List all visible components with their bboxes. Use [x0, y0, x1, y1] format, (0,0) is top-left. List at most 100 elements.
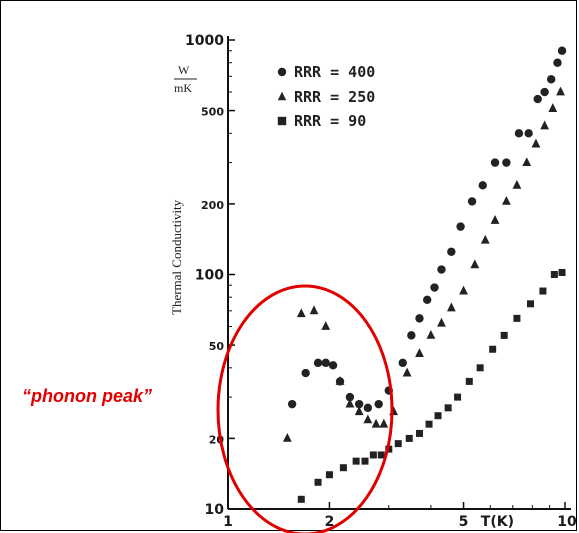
data-point-square — [352, 457, 360, 465]
legend-label: RRR = 400 — [294, 63, 375, 81]
data-point-triangle — [309, 305, 319, 315]
data-point-square — [377, 451, 385, 459]
data-point-triangle — [437, 317, 446, 327]
y-tick-label: 500 — [201, 106, 224, 119]
data-point-triangle — [402, 367, 412, 377]
data-point-square — [361, 457, 369, 465]
data-point-triangle — [321, 321, 331, 330]
data-point-triangle — [296, 308, 306, 318]
data-point-circle — [301, 368, 310, 378]
data-point-circle — [313, 358, 323, 368]
data-points — [282, 46, 567, 503]
y-tick-label: 50 — [209, 340, 225, 353]
data-point-square — [297, 495, 305, 503]
legend-label: RRR = 250 — [294, 88, 375, 106]
data-point-circle — [490, 158, 500, 167]
data-point-circle — [437, 265, 446, 274]
phonon-peak-highlight-ellipse — [216, 284, 394, 533]
data-point-triangle — [363, 414, 373, 424]
y-unit-numerator: W — [178, 63, 190, 77]
phonon-peak-annotation: “phonon peak” — [22, 386, 152, 406]
legend-marker-triangle — [277, 91, 287, 101]
data-point-square — [325, 471, 333, 479]
axes — [227, 36, 571, 510]
y-tick-label: 100 — [195, 268, 224, 284]
data-point-square — [434, 412, 442, 420]
data-point-circle — [456, 222, 465, 231]
data-point-square — [454, 393, 462, 401]
data-point-circle — [328, 361, 338, 370]
x-tick-label: 5 — [459, 514, 469, 530]
data-point-triangle — [531, 138, 541, 148]
data-point-circle — [514, 129, 524, 138]
x-tick-label: T(K) — [481, 514, 514, 530]
data-point-triangle — [459, 285, 468, 295]
x-tick-label: 2 — [325, 514, 335, 530]
data-point-square — [339, 464, 347, 472]
data-point-triangle — [490, 215, 500, 224]
data-point-square — [476, 364, 484, 372]
data-point-triangle — [556, 86, 565, 96]
data-point-triangle — [345, 398, 355, 408]
data-point-circle — [447, 247, 456, 256]
data-point-triangle — [548, 103, 558, 112]
data-point-square — [465, 377, 473, 385]
data-point-circle — [374, 399, 383, 409]
data-point-triangle — [426, 329, 436, 339]
data-point-square — [425, 420, 433, 428]
data-point-triangle — [522, 157, 532, 167]
data-point-triangle — [540, 120, 550, 130]
y-tick-label: 1000 — [185, 33, 224, 49]
data-point-circle — [430, 283, 439, 292]
legend: RRR = 400 RRR = 250 RRR = 90 — [277, 63, 375, 130]
data-point-square — [500, 331, 508, 339]
data-point-square — [415, 429, 423, 437]
data-point-circle — [502, 158, 511, 167]
data-point-circle — [354, 399, 364, 409]
data-point-circle — [524, 129, 533, 138]
data-point-square — [527, 300, 535, 308]
data-point-circle — [415, 314, 424, 323]
data-point-triangle — [446, 302, 456, 312]
x-tick-label: 1 — [223, 514, 233, 530]
data-point-triangle — [512, 179, 522, 189]
series-triangle — [282, 86, 565, 442]
legend-marker-square — [277, 116, 287, 126]
data-point-circle — [363, 403, 373, 413]
data-point-triangle — [282, 433, 292, 442]
data-point-square — [489, 345, 497, 353]
data-point-circle — [321, 358, 330, 368]
data-point-square — [405, 434, 413, 442]
y-tick-label: 200 — [201, 199, 224, 212]
data-point-square — [539, 287, 547, 295]
data-point-triangle — [501, 195, 511, 205]
data-point-square — [314, 478, 322, 486]
data-point-circle — [422, 295, 432, 305]
data-point-circle — [467, 197, 477, 206]
data-point-square — [394, 440, 402, 448]
data-point-triangle — [371, 418, 381, 428]
data-point-triangle — [379, 418, 389, 428]
data-point-circle — [407, 331, 416, 340]
x-tick-label: 10 — [557, 514, 577, 530]
y-axis-label: Thermal Conductivity — [169, 199, 184, 315]
data-point-circle — [287, 399, 297, 409]
data-point-triangle — [335, 376, 345, 385]
data-point-circle — [533, 94, 542, 104]
legend-label: RRR = 90 — [294, 112, 366, 130]
data-point-square — [513, 314, 521, 322]
data-point-square — [558, 268, 566, 276]
data-point-circle — [398, 358, 407, 368]
data-point-triangle — [415, 348, 424, 357]
data-point-circle — [546, 75, 556, 84]
data-point-square — [444, 404, 452, 412]
y-unit-denominator: mK — [174, 81, 192, 95]
data-point-square — [550, 271, 558, 278]
data-point-triangle — [354, 406, 364, 416]
data-point-circle — [553, 58, 562, 67]
data-point-circle — [345, 392, 355, 402]
data-point-circle — [540, 87, 549, 97]
data-point-circle — [557, 46, 567, 55]
